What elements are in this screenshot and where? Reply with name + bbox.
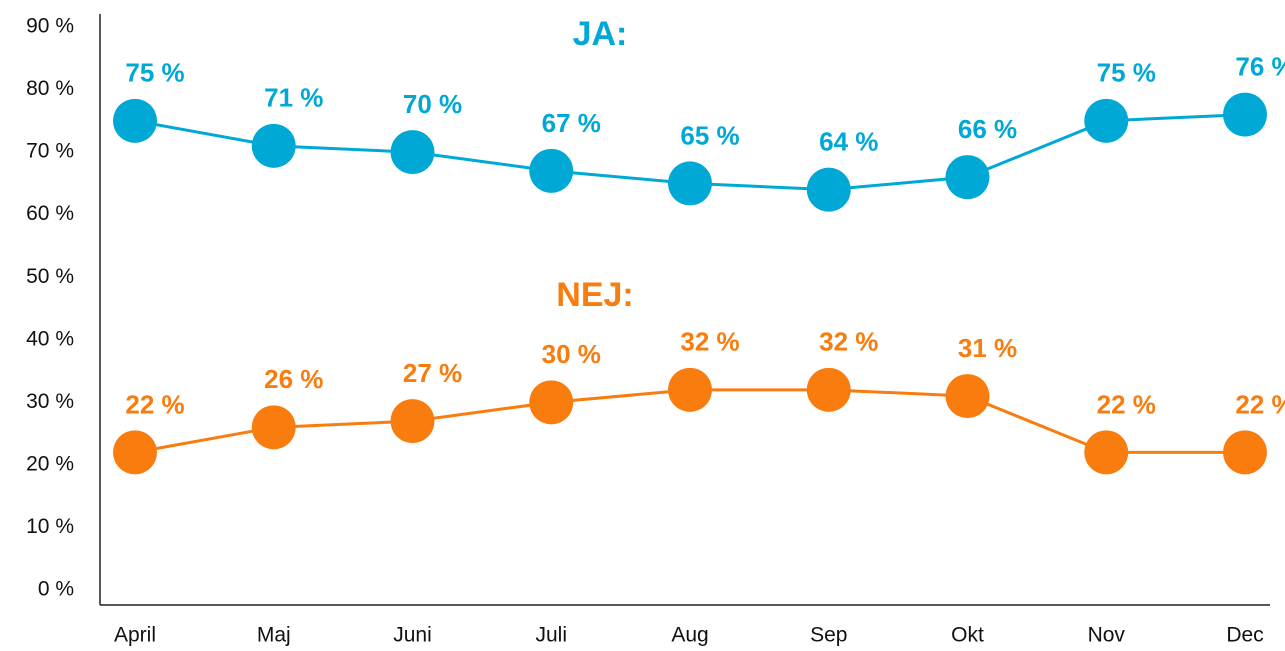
point <box>1084 430 1129 475</box>
data-label: 71 % <box>264 83 323 113</box>
data-label: 26 % <box>264 364 323 394</box>
point <box>668 367 712 412</box>
data-label: 32 % <box>680 327 739 357</box>
series-name: JA: <box>573 15 628 53</box>
data-label: 22 % <box>1097 389 1156 419</box>
y-tick-label: 70 % <box>26 140 74 163</box>
point <box>529 148 574 193</box>
point <box>390 130 435 175</box>
point <box>390 399 435 444</box>
data-label: 27 % <box>403 358 462 388</box>
x-tick-label: Juni <box>393 624 432 647</box>
data-label: 67 % <box>542 108 601 138</box>
point <box>806 167 851 212</box>
x-tick-label: Aug <box>671 624 708 647</box>
series-name: NEJ: <box>556 276 633 314</box>
point <box>945 155 990 200</box>
data-label: 30 % <box>542 339 601 369</box>
y-tick-label: 80 % <box>26 77 74 100</box>
data-label: 75 % <box>1097 58 1156 88</box>
x-tick-label: Maj <box>257 624 291 647</box>
x-tick-label: Nov <box>1088 624 1126 647</box>
y-tick-label: 20 % <box>26 452 74 475</box>
data-label: 76 % <box>1235 51 1285 81</box>
x-tick-label: Juli <box>535 624 567 647</box>
y-tick-label: 60 % <box>26 202 74 225</box>
point <box>1084 98 1129 143</box>
data-label: 64 % <box>819 127 878 157</box>
point <box>251 405 296 450</box>
y-tick-label: 30 % <box>26 390 74 413</box>
x-tick-label: April <box>114 624 156 647</box>
x-tick-label: Dec <box>1226 624 1263 647</box>
data-label: 31 % <box>958 333 1017 363</box>
point <box>113 98 157 143</box>
y-tick-label: 50 % <box>26 265 74 288</box>
y-tick-label: 40 % <box>26 327 74 350</box>
data-label: 75 % <box>125 58 184 88</box>
data-label: 22 % <box>125 389 184 419</box>
point <box>1223 430 1267 475</box>
point <box>945 374 990 419</box>
point <box>251 123 296 168</box>
point <box>668 161 712 206</box>
point <box>1223 92 1267 137</box>
y-tick-label: 10 % <box>26 515 74 538</box>
point <box>113 430 157 475</box>
data-label: 22 % <box>1235 389 1285 419</box>
x-tick-label: Okt <box>951 624 984 647</box>
data-label: 65 % <box>680 120 739 150</box>
data-label: 32 % <box>819 327 878 357</box>
x-tick-label: Sep <box>810 624 847 647</box>
data-label: 70 % <box>403 89 462 119</box>
point <box>529 380 574 425</box>
y-tick-label: 90 % <box>26 15 74 38</box>
data-label: 66 % <box>958 114 1017 144</box>
point <box>806 367 851 412</box>
y-tick-label: 0 % <box>38 578 74 601</box>
